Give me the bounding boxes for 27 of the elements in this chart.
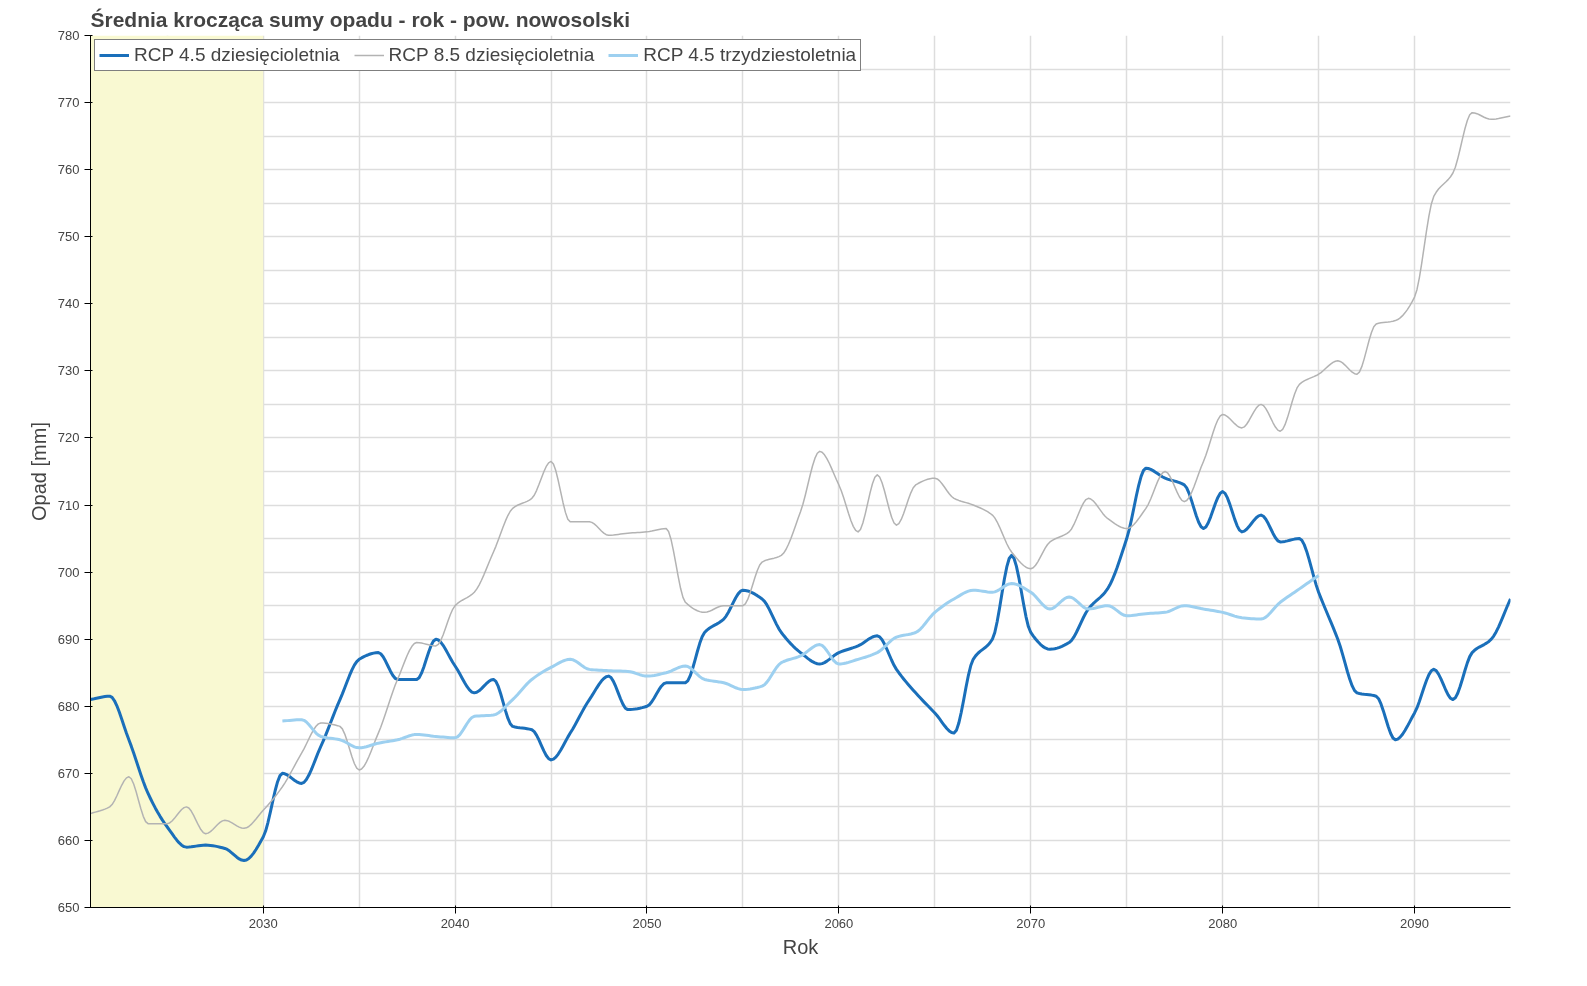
y-tick-label: 760 — [57, 162, 80, 178]
y-axis-title: Opad [mm] — [27, 422, 50, 521]
y-tick-label: 700 — [57, 564, 80, 580]
legend-label: RCP 8.5 dziesięcioletnia — [388, 44, 595, 66]
x-tick-label: 2060 — [824, 915, 854, 931]
legend-label: RCP 4.5 trzydziestoletnia — [643, 44, 857, 66]
y-tick-label: 720 — [57, 430, 80, 446]
legend-label: RCP 4.5 dziesięcioletnia — [134, 44, 340, 66]
x-tick-label: 2050 — [632, 915, 662, 931]
x-axis-title: Rok — [782, 935, 820, 958]
y-tick-label: 670 — [57, 765, 80, 781]
y-tick-label: 770 — [57, 95, 80, 111]
x-tick-label: 2030 — [248, 915, 278, 931]
y-tick-label: 740 — [57, 296, 80, 312]
x-tick-label: 2080 — [1208, 915, 1238, 931]
x-tick-label: 2040 — [440, 915, 470, 931]
y-tick-label: 780 — [57, 28, 80, 43]
y-tick-label: 710 — [57, 497, 80, 513]
y-tick-label: 730 — [57, 363, 80, 379]
x-tick-label: 2090 — [1400, 915, 1430, 931]
x-tick-label: 2070 — [1016, 915, 1046, 931]
y-tick-label: 660 — [57, 832, 80, 848]
y-tick-label: 650 — [57, 900, 80, 915]
y-tick-label: 750 — [57, 229, 80, 245]
y-tick-label: 680 — [57, 698, 80, 714]
chart-title: Średnia krocząca sumy opadu - rok - pow. nowosolski — [90, 7, 631, 31]
y-tick-label: 690 — [57, 631, 80, 647]
